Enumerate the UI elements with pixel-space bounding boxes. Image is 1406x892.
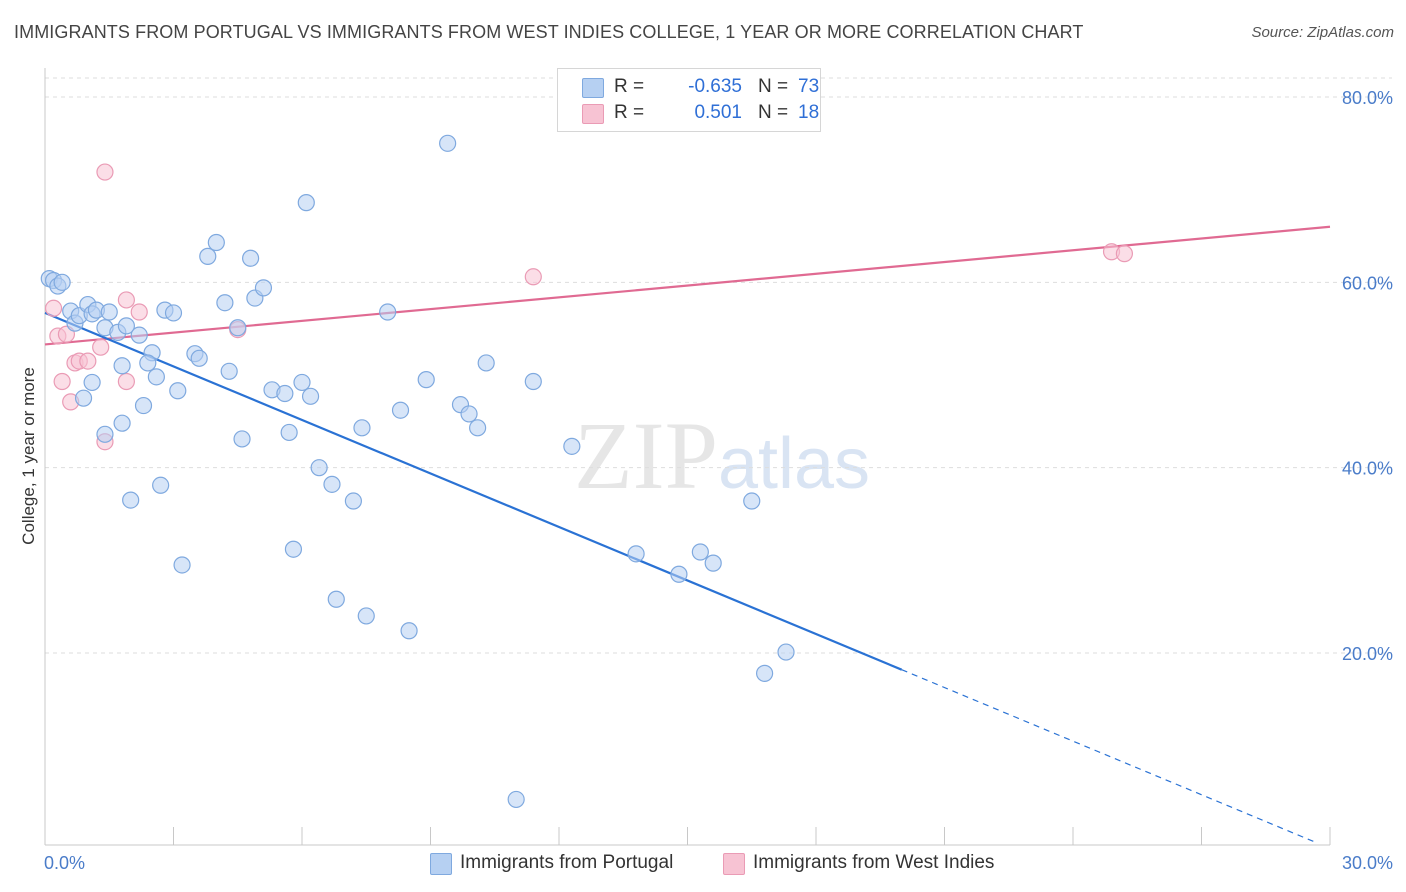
portugal-point xyxy=(130,326,148,344)
portugal-point xyxy=(670,565,688,583)
y-tick-label: 20.0% xyxy=(1342,644,1393,664)
portugal-point xyxy=(207,233,225,252)
west-indies-point xyxy=(130,303,148,321)
portugal-point xyxy=(122,491,140,509)
n-label: N = xyxy=(758,102,789,123)
watermark: ZIPatlas xyxy=(574,402,870,509)
chart-title: IMMIGRANTS FROM PORTUGAL VS IMMIGRANTS F… xyxy=(14,22,1084,42)
portugal-point xyxy=(83,373,101,392)
r-label: R = xyxy=(614,76,645,97)
portugal-point xyxy=(74,389,93,407)
portugal-point xyxy=(134,396,153,415)
portugal-point xyxy=(173,556,191,574)
portugal-trendline xyxy=(44,311,903,671)
portugal-point xyxy=(391,401,410,419)
west-indies-point xyxy=(524,268,542,286)
portugal-point xyxy=(743,492,761,510)
y-tick-label: 40.0% xyxy=(1342,459,1393,479)
r-label: R = xyxy=(614,102,645,123)
x-tick-label: 30.0% xyxy=(1342,853,1393,873)
n-label: N = xyxy=(758,76,789,97)
portugal-point xyxy=(233,430,251,448)
portugal-point xyxy=(293,373,311,392)
portugal-point xyxy=(439,134,457,152)
portugal-point xyxy=(524,372,542,391)
portugal-point xyxy=(469,419,487,437)
portugal-point xyxy=(301,387,320,405)
west-indies-point xyxy=(1115,245,1134,263)
portugal-point xyxy=(755,664,774,682)
west-indies-point xyxy=(96,163,114,181)
portugal-point xyxy=(691,543,709,561)
r-value: 0.501 xyxy=(694,102,742,123)
n-value: 73 xyxy=(798,76,820,97)
portugal-point xyxy=(563,437,581,455)
portugal-point xyxy=(139,354,157,372)
portugal-point xyxy=(152,476,170,494)
west-indies-swatch xyxy=(723,853,745,875)
portugal-point xyxy=(297,194,315,212)
portugal-point xyxy=(400,622,418,640)
portugal-point xyxy=(379,303,397,321)
n-value: 18 xyxy=(798,102,820,123)
portugal-point xyxy=(190,349,208,367)
portugal-trendline-extension xyxy=(901,669,1318,844)
portugal-swatch xyxy=(582,78,604,98)
watermark-atlas: atlas xyxy=(718,424,870,504)
portugal-point xyxy=(327,590,345,608)
y-tick-label: 60.0% xyxy=(1342,273,1393,293)
portugal-point xyxy=(704,554,722,572)
portugal-point xyxy=(310,459,328,477)
portugal-swatch xyxy=(430,853,452,875)
x-tick-label: 0.0% xyxy=(44,853,85,873)
west-indies-point xyxy=(117,291,135,309)
portugal-point xyxy=(417,371,435,389)
portugal-point xyxy=(353,419,371,437)
portugal-point xyxy=(216,294,234,312)
west-indies-point xyxy=(117,372,135,391)
west-indies-point xyxy=(53,372,71,391)
portugal-point xyxy=(117,317,135,335)
legend-label: Immigrants from West Indies xyxy=(753,852,995,873)
portugal-point xyxy=(169,382,187,400)
west-indies-point xyxy=(92,338,110,356)
west-indies-point xyxy=(79,352,97,370)
portugal-point xyxy=(100,303,118,321)
west-indies-point xyxy=(44,299,63,317)
portugal-point xyxy=(229,319,247,337)
portugal-point xyxy=(507,790,525,809)
portugal-point xyxy=(220,362,238,380)
portugal-point xyxy=(276,384,294,403)
portugal-point xyxy=(280,423,298,442)
portugal-point xyxy=(627,545,645,563)
portugal-point xyxy=(242,249,260,267)
source-label: Source: ZipAtlas.com xyxy=(1251,24,1394,41)
portugal-point xyxy=(460,405,478,423)
watermark-zip: ZIP xyxy=(574,402,718,509)
portugal-point xyxy=(357,607,375,625)
y-axis-title: College, 1 year or more xyxy=(19,367,38,545)
portugal-point xyxy=(53,273,71,291)
west-indies-swatch xyxy=(582,104,604,124)
portugal-point xyxy=(777,643,795,661)
portugal-point xyxy=(254,279,273,297)
portugal-point xyxy=(147,368,165,386)
portugal-point xyxy=(113,357,131,375)
correlation-legend: R = -0.635 N = 73 R = 0.501 N = 18 xyxy=(557,68,821,132)
portugal-point xyxy=(199,247,217,265)
y-tick-label: 80.0% xyxy=(1342,88,1393,108)
r-value: -0.635 xyxy=(688,76,742,97)
portugal-point xyxy=(96,425,114,443)
portugal-point xyxy=(477,354,495,372)
portugal-point xyxy=(344,492,362,510)
portugal-point xyxy=(284,540,303,558)
portugal-point xyxy=(323,475,341,493)
portugal-point xyxy=(113,414,131,432)
portugal-point xyxy=(164,304,183,322)
legend-label: Immigrants from Portugal xyxy=(460,852,674,873)
